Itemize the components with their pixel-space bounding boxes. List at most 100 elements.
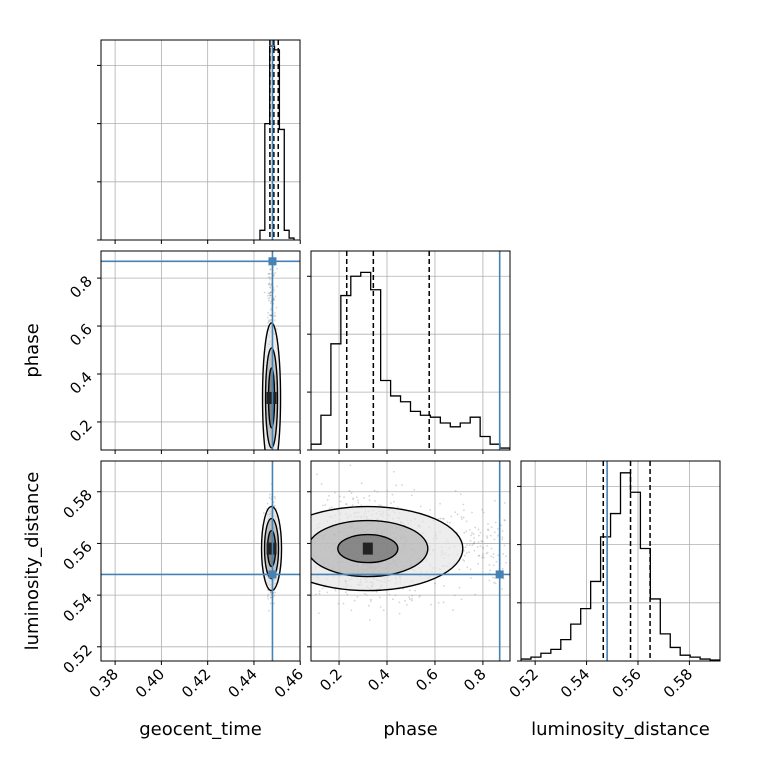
scatter-point [489,534,492,537]
scatter-point [454,489,457,492]
contour-line [263,517,280,580]
scatter-point [443,585,445,587]
scatter-point [368,619,371,621]
scatter-point [274,315,277,317]
scatter-point [490,555,493,558]
scatter-point [503,519,506,521]
scatter-point [274,312,276,314]
histogram-luminosity_distance [521,461,720,661]
scatter-point [482,547,485,550]
scatter-point [471,511,473,514]
scatter-point [460,518,463,520]
scatter-point [396,506,399,509]
scatter-point [391,493,394,496]
scatter-point [269,302,272,305]
scatter-point [419,594,422,597]
scatter-point [463,554,466,557]
scatter-point [453,594,456,597]
scatter-point [505,561,508,564]
scatter-point [472,542,475,545]
scatter-point [269,294,272,297]
scatter-point [487,529,490,532]
scatter-point [318,592,321,595]
scatter-point [410,494,413,497]
scatter-point [469,577,472,579]
scatter-point [334,589,337,592]
scatter-point [388,593,391,596]
scatter-point [270,300,272,303]
scatter-point [493,499,496,502]
scatter-point [267,311,270,314]
x-tick-label-phase: 0.6 [412,665,442,695]
scatter-point [269,287,272,289]
scatter-point [479,531,482,534]
x-tick-label-geocent_time: 0.46 [271,665,307,701]
scatter-point [374,500,376,502]
scatter-point [267,283,270,286]
scatter-point [482,511,485,514]
density-luminosity_distance-vs-geocent_time [101,461,300,661]
scatter-point [474,593,477,596]
scatter-point [357,501,360,504]
scatter-point [490,526,493,529]
scatter-point [442,517,445,520]
scatter-point [360,482,363,485]
scatter-point [269,597,272,599]
scatter-point [477,528,480,531]
scatter-point [481,508,484,511]
scatter-point [395,484,398,487]
scatter-point [504,519,506,522]
y-axis-label-luminosity_distance: luminosity_distance [22,472,43,651]
scatter-point [353,599,356,602]
scatter-point [272,298,275,301]
density-phase-vs-geocent_time [101,251,300,450]
scatter-point [273,297,275,300]
scatter-point [497,554,500,557]
scatter-point [496,534,499,537]
scatter-point [270,291,272,294]
scatter-point [267,294,269,297]
scatter-point [505,555,507,558]
scatter-point [330,506,333,509]
scatter-point [267,276,270,279]
scatter-point [477,562,479,565]
scatter-point [273,319,276,321]
scatter-point [368,494,371,497]
scatter-point [357,499,359,502]
scatter-point [269,284,272,286]
scatter-point [458,586,461,589]
scatter-point [376,491,379,493]
scatter-point [270,284,273,287]
scatter-point [314,593,317,596]
density-peak [266,391,277,404]
scatter-point [273,289,276,292]
scatter-point [486,537,489,539]
scatter-point [501,588,504,590]
histogram-step-geocent_time [259,45,295,240]
scatter-point [462,516,465,519]
scatter-point [494,521,497,524]
scatter-point [485,552,488,555]
scatter-point [503,502,506,504]
axes-frame-luminosity_distance [520,460,721,662]
histogram-geocent_time [259,40,295,240]
scatter-point [442,601,445,604]
axes-frame-geocent_time-vs-luminosity_distance [100,460,301,662]
y-tick-label-phase: 0.2 [66,416,96,446]
scatter-point [439,517,442,520]
scatter-point [322,504,324,507]
scatter-point [495,560,498,563]
scatter-point [398,601,401,604]
scatter-point [430,603,432,606]
scatter-point [392,470,395,473]
scatter-point [413,488,416,491]
scatter-point [352,498,355,501]
contour-line [264,347,279,449]
scatter-point [473,537,475,539]
scatter-point [272,501,275,503]
scatter-point [268,282,271,285]
scatter-point [466,544,468,547]
scatter-point [324,504,327,506]
scatter-point [459,493,462,496]
scatter-point [390,502,392,504]
